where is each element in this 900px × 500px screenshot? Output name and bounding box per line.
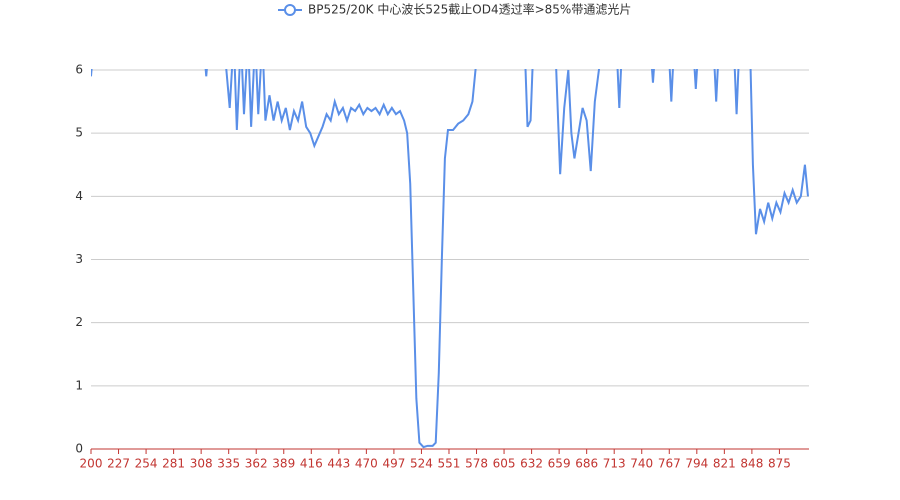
y-tick-label: 3 [75, 252, 83, 266]
legend-symbol [284, 4, 296, 16]
x-tick-label: 254 [135, 457, 158, 471]
y-tick-label: 0 [75, 442, 83, 456]
y-tick-label: 5 [75, 126, 83, 140]
x-tick-label: 848 [740, 457, 763, 471]
x-tick-label: 416 [300, 457, 323, 471]
x-tick-label: 821 [713, 457, 736, 471]
x-tick-label: 200 [80, 457, 103, 471]
x-tick-label: 389 [272, 457, 295, 471]
x-tick-label: 551 [438, 457, 461, 471]
y-tick-label: 4 [75, 189, 83, 203]
x-tick-label: 659 [548, 457, 571, 471]
x-tick-label: 767 [658, 457, 681, 471]
x-tick-label: 335 [217, 457, 240, 471]
x-tick-label: 605 [493, 457, 516, 471]
series-line [91, 69, 809, 449]
x-tick-label: 281 [162, 457, 185, 471]
x-tick-label: 443 [327, 457, 350, 471]
x-tick-label: 713 [603, 457, 626, 471]
x-tick-label: 794 [685, 457, 708, 471]
y-tick-label: 6 [75, 63, 83, 77]
plot-area [91, 69, 809, 449]
x-tick-label: 740 [630, 457, 653, 471]
x-tick-label: 470 [355, 457, 378, 471]
x-tick-label: 497 [382, 457, 405, 471]
x-tick-label: 578 [465, 457, 488, 471]
x-tick-label: 632 [520, 457, 543, 471]
y-tick-label: 1 [75, 378, 83, 392]
x-tick-label: 875 [768, 457, 791, 471]
x-tick-label: 227 [107, 457, 130, 471]
x-tick-label: 524 [410, 457, 433, 471]
x-tick-label: 308 [190, 457, 213, 471]
x-tick-label: 686 [575, 457, 598, 471]
y-tick-label: 2 [75, 315, 83, 329]
legend-label: BP525/20K 中心波长525截止OD4透过率>85%带通滤光片 [308, 2, 631, 17]
x-tick-label: 362 [245, 457, 268, 471]
